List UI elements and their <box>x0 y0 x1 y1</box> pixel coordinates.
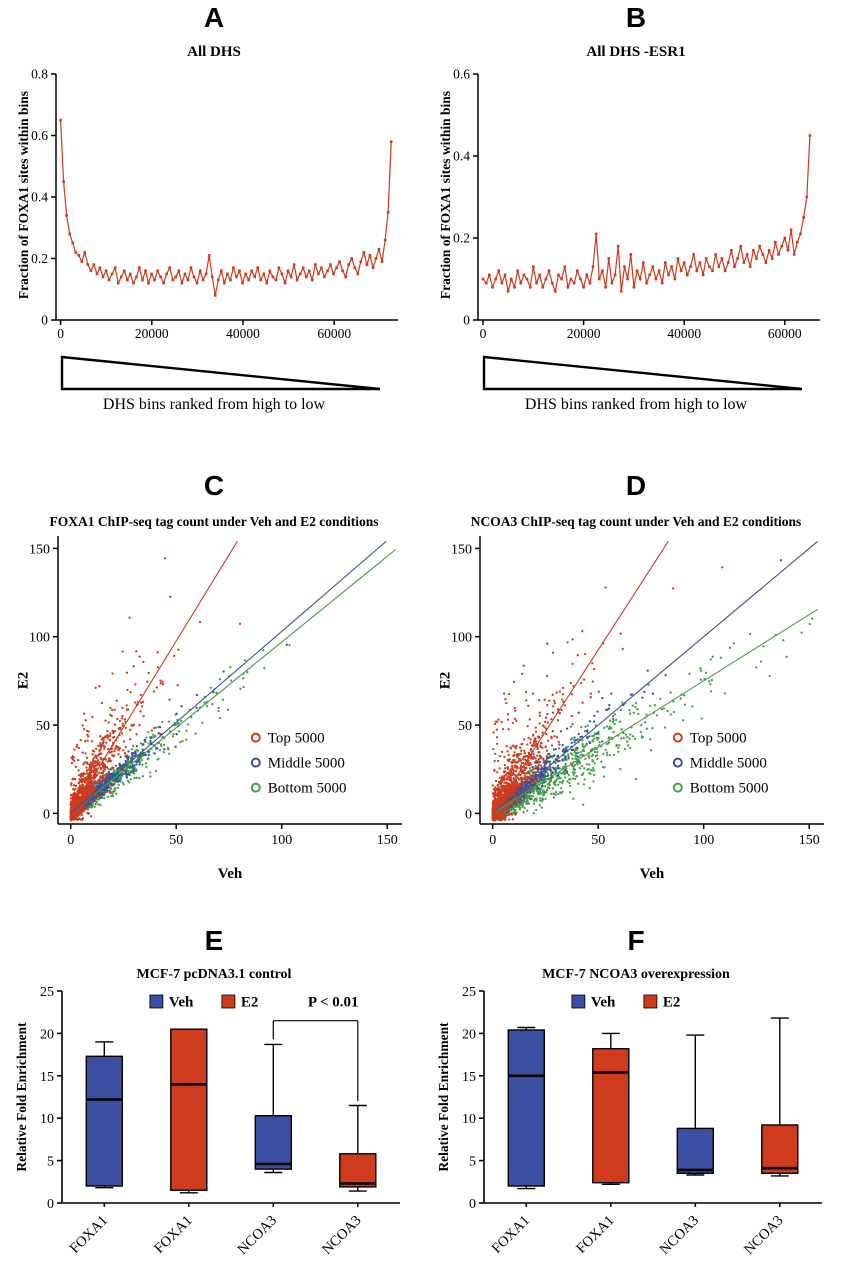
svg-text:0.6: 0.6 <box>453 67 470 82</box>
panel-e: E MCF-7 pcDNA3.1 control Relative Fold E… <box>8 925 420 1280</box>
svg-text:50: 50 <box>591 833 605 848</box>
svg-text:50: 50 <box>458 719 472 734</box>
svg-text:50: 50 <box>169 833 183 848</box>
panel-b: B All DHS -ESR1 Fraction of FOXA1 sites … <box>430 2 842 432</box>
svg-text:100: 100 <box>271 833 292 848</box>
svg-text:100: 100 <box>693 833 714 848</box>
panel-c-letter: C <box>203 470 225 501</box>
dhs-rank-gradient-triangle <box>482 355 803 391</box>
panel-b-letter: B <box>625 2 647 33</box>
svg-text:0.4: 0.4 <box>453 149 470 164</box>
panel-f-title: MCF-7 NCOA3 overexpression <box>542 967 730 982</box>
svg-text:0: 0 <box>480 326 487 341</box>
panel-d: D NCOA3 ChIP-seq tag count under Veh and… <box>430 470 842 920</box>
svg-text:60000: 60000 <box>317 326 351 341</box>
panel-b-x-axis-caption: DHS bins ranked from high to low <box>524 396 748 413</box>
dhs-rank-gradient-triangle <box>60 355 381 391</box>
svg-text:40000: 40000 <box>226 326 260 341</box>
svg-text:150: 150 <box>29 542 50 557</box>
svg-text:100: 100 <box>451 631 472 646</box>
panel-d-x-axis-label: Veh <box>639 866 665 882</box>
panel-b-title: All DHS -ESR1 <box>586 44 686 60</box>
svg-text:150: 150 <box>377 833 398 848</box>
panel-a-title: All DHS <box>187 44 241 60</box>
panel-e-title: MCF-7 pcDNA3.1 control <box>136 967 292 982</box>
panel-b-line-chart: 0 0.2 0.4 0.6 0 20000 40000 60000 <box>453 67 820 341</box>
svg-text:Middle 5000: Middle 5000 <box>268 756 345 772</box>
panel-c-scatter-chart: 0 50 100 150 0 50 100 150 Top 5000 Middle 5000 Bot… <box>29 536 402 848</box>
panel-f-letter: F <box>627 925 645 956</box>
svg-text:Bottom 5000: Bottom 5000 <box>268 781 347 797</box>
svg-text:100: 100 <box>29 631 50 646</box>
svg-text:20000: 20000 <box>135 326 169 341</box>
svg-text:0: 0 <box>41 313 48 328</box>
svg-text:0.2: 0.2 <box>31 251 48 266</box>
svg-text:0: 0 <box>67 833 74 848</box>
svg-text:0: 0 <box>57 326 64 341</box>
svg-text:0: 0 <box>465 807 472 822</box>
svg-text:150: 150 <box>451 542 472 557</box>
panel-a: A All DHS Fraction of FOXA1 sites within… <box>8 2 420 432</box>
svg-text:0.6: 0.6 <box>31 128 48 143</box>
svg-text:0: 0 <box>463 313 470 328</box>
svg-text:Top 5000: Top 5000 <box>268 731 325 747</box>
panel-a-x-axis-caption: DHS bins ranked from high to low <box>102 396 326 413</box>
panel-a-letter: A <box>203 2 225 33</box>
svg-text:0: 0 <box>43 807 50 822</box>
svg-text:60000: 60000 <box>768 326 802 341</box>
panel-c-title: FOXA1 ChIP-seq tag count under Veh and E… <box>49 514 379 529</box>
svg-text:40000: 40000 <box>667 326 701 341</box>
panel-c: C FOXA1 ChIP-seq tag count under Veh and… <box>8 470 420 920</box>
svg-text:150: 150 <box>799 833 820 848</box>
svg-text:0: 0 <box>489 833 496 848</box>
panel-f: F MCF-7 NCOA3 overexpression Relative Fo… <box>430 925 842 1280</box>
svg-text:0.4: 0.4 <box>31 190 48 205</box>
svg-text:0.2: 0.2 <box>453 231 470 246</box>
svg-text:0.8: 0.8 <box>31 67 48 82</box>
svg-text:20000: 20000 <box>567 326 601 341</box>
panel-d-title: NCOA3 ChIP-seq tag count under Veh and E… <box>470 514 802 529</box>
panel-d-letter: D <box>625 470 647 501</box>
svg-text:50: 50 <box>36 719 50 734</box>
panel-c-x-axis-label: Veh <box>217 866 243 882</box>
panel-e-letter: E <box>204 925 224 956</box>
panel-a-line-chart: 0 0.2 0.4 0.6 0.8 0 20000 40000 60000 <box>31 67 398 341</box>
